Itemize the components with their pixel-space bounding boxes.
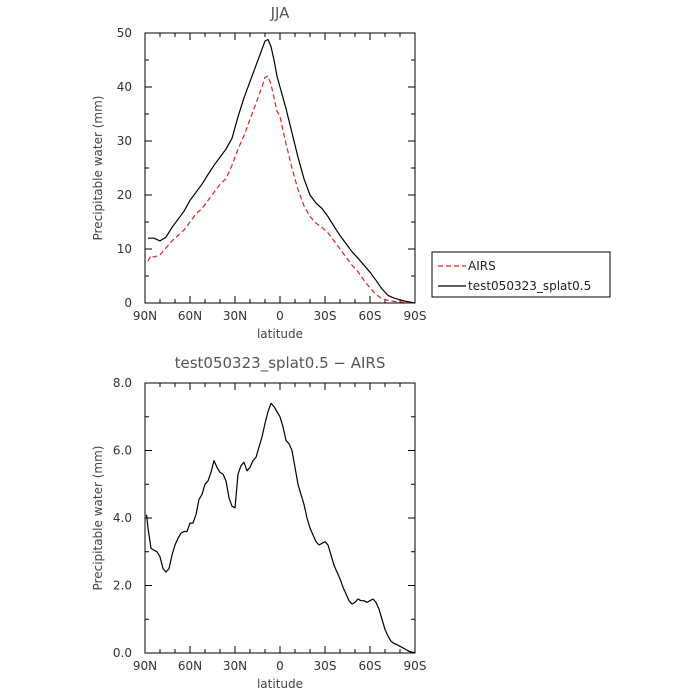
chart1-x-tick-label: 30S [314,309,337,323]
chart1-x-tick-label: 60N [178,309,202,323]
chart2-x-tick-label: 30S [314,659,337,673]
chart2-x-tick-label: 30N [223,659,247,673]
chart2-line-series-1 [145,402,415,653]
chart2-x-tick-label: 90S [404,659,427,673]
chart2-plot-frame [144,382,416,654]
chart1-title: JJA [270,4,291,22]
chart1-legend-label: test050323_splat0.5 [468,279,591,293]
chart2-y-tick-label: 0.0 [113,646,132,660]
chart1-x-axis-label: latitude [257,327,303,341]
chart2-y-tick-label: 2.0 [113,579,132,593]
chart1-line-airs [147,75,416,304]
chart1-x-tick-label: 0 [276,309,284,323]
chart1-line-test050323-splat0-5 [148,38,416,304]
chart1-x-tick-label: 90N [133,309,157,323]
chart1-y-tick-label: 50 [117,26,132,40]
chart1-x-tick-label: 90S [404,309,427,323]
chart2-x-axis-label: latitude [257,677,303,691]
chart2-y-tick-label: 8.0 [113,376,132,390]
chart1-y-tick-label: 20 [117,188,132,202]
chart2-x-tick-label: 0 [276,659,284,673]
chart2-x-tick-label: 60S [359,659,382,673]
chart1-legend-box [431,251,611,298]
chart1-y-tick-label: 0 [124,296,132,310]
chart1-y-tick-label: 30 [117,134,132,148]
chart1-y-axis-label: Precipitable water (mm) [91,96,105,241]
chart1-y-tick-label: 10 [117,242,132,256]
chart1-x-tick-label: 60S [359,309,382,323]
chart1-x-tick-label: 30N [223,309,247,323]
chart2-title: test050323_splat0.5 − AIRS [175,354,386,373]
chart2-y-tick-label: 6.0 [113,444,132,458]
chart1-legend-label: AIRS [468,259,496,273]
chart1-y-tick-label: 40 [117,80,132,94]
chart2-y-axis-label: Precipitable water (mm) [91,446,105,591]
chart2-x-tick-label: 90N [133,659,157,673]
chart2-y-tick-label: 4.0 [113,511,132,525]
chart1-plot-frame [144,32,416,304]
chart2-x-tick-label: 60N [178,659,202,673]
